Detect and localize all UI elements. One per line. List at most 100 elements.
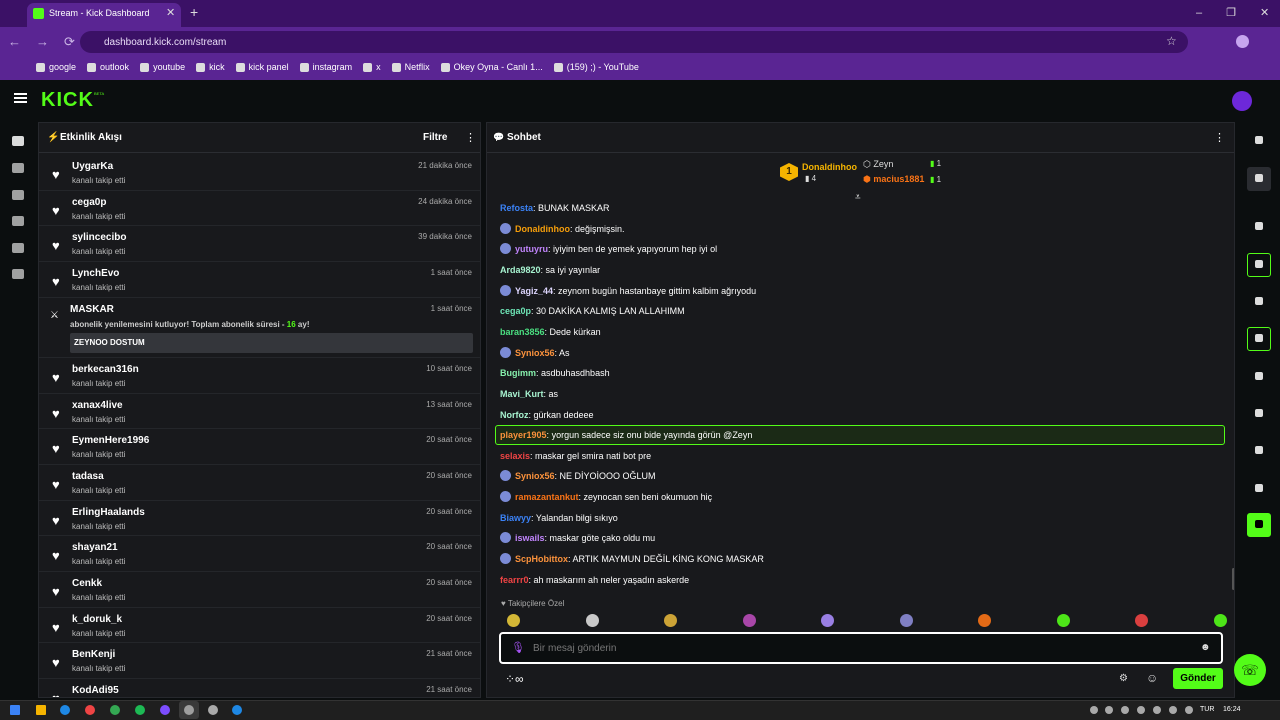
language: TUR xyxy=(1200,706,1215,713)
nav-buttons[interactable]: ←→⟳ xyxy=(8,34,90,49)
chat-user[interactable]: Arda9820 xyxy=(500,264,541,275)
tray-icon[interactable] xyxy=(1105,706,1113,714)
points-icon[interactable]: ⁘∞ xyxy=(505,672,524,686)
taskbar-app[interactable] xyxy=(110,705,120,715)
chat-user[interactable]: yutuyru xyxy=(515,244,549,255)
help-button[interactable]: ☏ xyxy=(1234,654,1266,686)
bookmark[interactable]: youtube xyxy=(140,60,185,74)
tray-icon[interactable] xyxy=(1137,706,1145,714)
chat-text: as xyxy=(548,388,559,399)
chat-user[interactable]: Yagiz_44 xyxy=(515,285,554,296)
bookmark[interactable]: (159) ;) - YouTube xyxy=(553,60,639,74)
bookmark[interactable]: instagram xyxy=(299,60,352,74)
emote[interactable] xyxy=(978,614,991,627)
nav-icon[interactable] xyxy=(12,216,24,226)
address-bar[interactable] xyxy=(80,31,1188,53)
taskbar-app[interactable] xyxy=(208,705,218,715)
bookmark[interactable]: Okey Oyna - Canlı 1... xyxy=(440,60,543,74)
chat-text: değişmişsin. xyxy=(575,223,625,234)
nav-icon[interactable] xyxy=(12,243,24,253)
new-tab[interactable]: + xyxy=(190,4,199,20)
taskbar-app[interactable] xyxy=(60,705,70,715)
bookmark-label: kick xyxy=(209,62,225,72)
message-input[interactable] xyxy=(499,632,1223,664)
emote-button[interactable]: ☺ xyxy=(1146,671,1159,685)
taskbar-app[interactable] xyxy=(232,705,242,715)
bookmark[interactable]: outlook xyxy=(87,60,129,74)
tool-icon[interactable] xyxy=(1247,253,1271,277)
chat-user[interactable]: Norfoz xyxy=(500,409,529,420)
separator: : xyxy=(540,264,546,275)
emote[interactable] xyxy=(899,614,913,627)
activity-name: MASKAR xyxy=(70,303,114,315)
taskbar-app[interactable] xyxy=(184,705,194,715)
chat-user[interactable]: fearrr0 xyxy=(500,574,529,585)
bookmark[interactable]: kick xyxy=(196,60,225,74)
nav-icon[interactable] xyxy=(12,269,24,279)
emote[interactable] xyxy=(585,614,599,627)
chat-user[interactable]: Refosta xyxy=(500,203,534,213)
emote[interactable] xyxy=(821,614,834,627)
chat-user[interactable]: cega0p xyxy=(500,306,532,317)
filter-button[interactable]: Filtre xyxy=(423,132,448,143)
nav-icon[interactable] xyxy=(12,163,24,173)
tray-icon[interactable] xyxy=(1185,706,1193,714)
taskbar-app[interactable] xyxy=(36,705,46,715)
bookmark[interactable]: x xyxy=(363,60,381,74)
chat-message: Mavi_Kurt: as xyxy=(500,389,558,399)
chat-text: ah maskarım ah neler yaşadın askerde xyxy=(533,574,690,585)
more-button[interactable]: ⋮ xyxy=(465,132,476,144)
profile[interactable] xyxy=(1236,35,1249,48)
activity-time: 13 saat önce xyxy=(426,399,472,409)
bookmark[interactable]: kick panel xyxy=(235,60,289,74)
emote[interactable] xyxy=(664,614,677,627)
tray-icon[interactable] xyxy=(1121,706,1129,714)
chat-user[interactable]: Donaldinhoo xyxy=(515,223,570,234)
chat-user[interactable]: Mavi_Kurt xyxy=(500,388,544,399)
bookmark[interactable]: google xyxy=(36,60,76,74)
chat-user[interactable]: Syniox56 xyxy=(515,347,555,358)
activity-icon: ♥ xyxy=(52,369,60,385)
activity-action: kanalı takip etti xyxy=(72,557,126,567)
taskbar-app[interactable] xyxy=(160,705,170,715)
bookmark[interactable]: Netflix xyxy=(391,60,430,74)
chat-text: 30 DAKİKA KALMIŞ LAN ALLAHIMM xyxy=(536,306,685,317)
chat-user[interactable]: baran3856 xyxy=(500,326,545,337)
chat-user[interactable]: iswails xyxy=(515,533,545,544)
send-button[interactable]: Gönder xyxy=(1173,668,1223,689)
emote[interactable] xyxy=(742,614,756,627)
taskbar-app[interactable] xyxy=(10,705,20,715)
collapse-icon[interactable]: ⩡ xyxy=(855,192,861,203)
tray-icon[interactable] xyxy=(1153,706,1161,714)
chat-user[interactable]: player1905 xyxy=(500,430,547,441)
leader-name: macius1881 xyxy=(873,174,925,184)
chat-user[interactable]: Biawyy xyxy=(500,512,532,523)
emote[interactable] xyxy=(1213,614,1227,627)
tray-icon[interactable] xyxy=(1169,706,1177,714)
mic-icon[interactable]: 🎙 xyxy=(511,642,525,654)
chat-user[interactable]: Syniox56 xyxy=(515,471,555,482)
menu-button[interactable] xyxy=(14,93,27,95)
taskbar-app[interactable] xyxy=(135,705,145,715)
chat-user[interactable]: Bugimm xyxy=(500,368,536,379)
nav-icon[interactable] xyxy=(12,190,24,200)
chat-user[interactable]: ScpHobittox xyxy=(515,554,568,565)
nav-icon[interactable] xyxy=(12,136,24,146)
chat-user[interactable]: ramazantankut xyxy=(515,492,579,503)
window-controls[interactable]: –❐✕ xyxy=(1196,7,1269,19)
tool-icon[interactable] xyxy=(1247,327,1271,351)
tab[interactable] xyxy=(27,3,181,27)
bookmark-star[interactable]: ☆ xyxy=(1166,34,1177,48)
emoji-button[interactable]: ☻ xyxy=(1200,642,1211,653)
chat-menu[interactable]: ⋮ xyxy=(1214,132,1225,144)
tab-close[interactable]: ✕ xyxy=(166,7,176,19)
emote[interactable] xyxy=(1135,614,1148,627)
taskbar-app[interactable] xyxy=(85,705,95,715)
tray-icon[interactable] xyxy=(1090,706,1098,714)
divider xyxy=(39,392,480,394)
chat-user[interactable]: selaxis xyxy=(500,450,531,461)
settings-button[interactable]: ⚙ xyxy=(1119,673,1128,684)
avatar[interactable] xyxy=(1232,91,1252,111)
emote[interactable] xyxy=(1056,614,1070,627)
emote[interactable] xyxy=(507,614,520,627)
